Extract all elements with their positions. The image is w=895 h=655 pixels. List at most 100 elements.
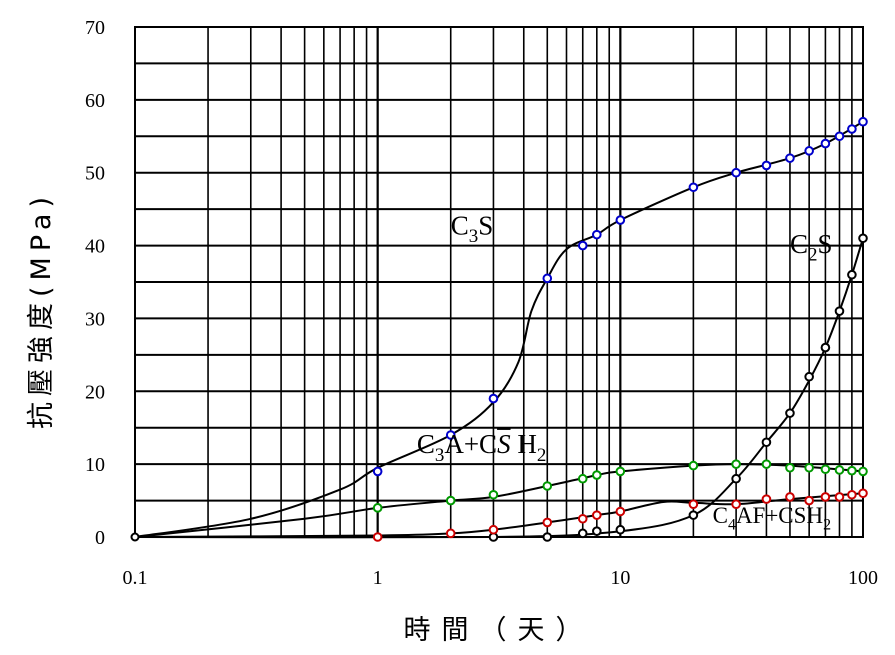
data-point-c3s xyxy=(731,167,741,178)
series-label-part: AF+CSH xyxy=(736,503,823,528)
data-point-c3a xyxy=(847,465,857,476)
data-point-c4af xyxy=(761,494,772,504)
x-axis-title-char: 間 xyxy=(442,615,475,646)
data-point-c4af xyxy=(615,506,626,517)
data-point-c2s xyxy=(820,342,831,353)
data-point-c4af xyxy=(834,492,845,502)
data-point-c4af xyxy=(688,499,699,510)
data-point-c3a xyxy=(731,459,741,469)
data-point-c3a xyxy=(858,466,868,477)
data-point-c3a xyxy=(820,464,831,475)
y-axis-tick-labels: 0 10 20 30 40 50 60 70 xyxy=(85,17,105,549)
data-point-c2s xyxy=(834,306,845,316)
x-axis-title: 時間（天） xyxy=(404,615,589,646)
data-point-c3a xyxy=(592,470,602,480)
data-point-c4af xyxy=(820,492,831,502)
data-point-c2s xyxy=(592,526,602,536)
series-label-part: 2 xyxy=(823,517,831,534)
series-label-part: 2 xyxy=(537,445,547,466)
series-label-part: H xyxy=(511,429,537,459)
y-tick-label: 20 xyxy=(85,381,105,403)
series-markers xyxy=(130,116,868,542)
data-point-c4af xyxy=(592,510,602,520)
data-point-c3s xyxy=(542,273,553,284)
data-point-c3s xyxy=(488,393,499,404)
data-point-c3s xyxy=(445,430,456,440)
x-tick-label: 0.1 xyxy=(123,567,148,589)
series-line-c2s xyxy=(134,238,864,539)
data-point-c3s xyxy=(688,182,699,193)
data-point-c3a xyxy=(785,462,795,473)
data-point-c4af xyxy=(542,517,553,528)
data-point-c4af xyxy=(445,528,456,539)
data-point-c2s xyxy=(731,473,741,484)
data-point-c3s xyxy=(761,160,772,171)
x-axis-title-char: （ xyxy=(480,615,513,646)
series-curves xyxy=(134,120,864,539)
data-point-c3s xyxy=(858,116,868,127)
data-point-c3a xyxy=(488,489,499,500)
y-tick-label: 50 xyxy=(85,163,105,185)
data-point-c3a xyxy=(761,459,772,469)
data-point-c4af xyxy=(804,495,814,506)
series-label-c4af: C4AF+CSH2 xyxy=(713,503,831,533)
data-point-c3a xyxy=(372,503,383,513)
y-axis-title: 抗壓強度(MPa) xyxy=(26,191,57,429)
data-point-c3a xyxy=(615,466,626,477)
data-point-c3a xyxy=(688,460,699,471)
series-label-c3s: C3S xyxy=(451,211,494,248)
y-tick-label: 10 xyxy=(85,454,105,476)
x-axis-title-char: ） xyxy=(556,615,589,646)
data-point-c2s xyxy=(577,528,588,539)
data-point-c3s xyxy=(577,240,588,251)
series-label-part: A+C xyxy=(444,429,497,459)
data-point-c3s xyxy=(847,124,857,134)
series-label-part: 3 xyxy=(435,445,445,466)
y-tick-label: 40 xyxy=(85,236,105,258)
data-point-c4af xyxy=(731,499,741,510)
data-point-c4af xyxy=(858,488,868,499)
data-point-c3s xyxy=(372,466,383,477)
data-point-c2s xyxy=(761,437,772,448)
series-label-part: 2 xyxy=(808,244,818,265)
series-label-part: C xyxy=(713,503,728,528)
y-tick-label: 70 xyxy=(85,17,105,39)
data-point-c3s xyxy=(592,229,602,240)
data-point-c2s xyxy=(804,371,814,382)
data-point-c4af xyxy=(577,513,588,524)
series-label-part: C xyxy=(417,429,435,459)
series-label-part: 3 xyxy=(469,226,479,247)
data-point-c3s xyxy=(615,215,626,225)
series-label-part: C xyxy=(790,229,808,259)
x-axis-title-char: 時 xyxy=(404,615,437,646)
y-tick-label: 30 xyxy=(85,308,105,330)
data-point-c3a xyxy=(445,495,456,506)
data-point-c4af xyxy=(847,489,857,500)
data-point-c2s xyxy=(785,408,795,418)
x-tick-label: 100 xyxy=(848,567,878,589)
data-point-c2s xyxy=(688,510,699,520)
x-axis-title-char: 天 xyxy=(518,615,551,646)
data-point-c3a xyxy=(577,473,588,484)
data-point-c4af xyxy=(785,492,795,502)
data-point-c4af xyxy=(372,532,383,542)
series-label-part: S xyxy=(478,211,493,241)
series-label-part: 4 xyxy=(728,517,736,534)
data-point-c3s xyxy=(820,138,831,149)
series-label-part: S xyxy=(497,429,511,459)
x-tick-label: 10 xyxy=(610,567,630,589)
data-point-c4af xyxy=(488,524,499,535)
y-tick-label: 60 xyxy=(85,90,105,112)
series-label-part: C xyxy=(451,211,469,241)
data-point-c3a xyxy=(542,481,553,491)
series-line-c3s xyxy=(134,120,864,538)
series-label-part: S xyxy=(817,229,832,259)
x-axis-tick-labels: 0.1 1 10 100 xyxy=(123,567,879,589)
series-label-c3a: C3A+CS H2 xyxy=(417,429,547,466)
data-point-c2s xyxy=(847,269,857,280)
data-point-c2s xyxy=(615,524,626,535)
x-tick-label: 1 xyxy=(373,567,383,589)
data-point-c3a xyxy=(834,465,845,475)
data-point-c3s xyxy=(804,146,814,156)
